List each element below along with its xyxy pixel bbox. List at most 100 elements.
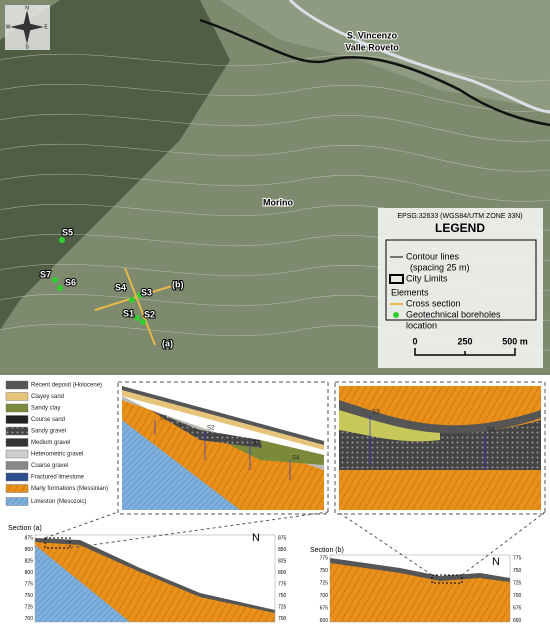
section-title: Section (a) <box>8 525 42 532</box>
scale-label: 500 m <box>502 336 528 346</box>
axis-label: 800 <box>25 570 34 576</box>
legend-heading: Elements <box>391 287 429 297</box>
legend-swatch <box>5 461 29 470</box>
legend-item: Fractured limestone <box>31 475 85 481</box>
axis-label: 650 <box>320 618 329 624</box>
legend-item: Contour lines <box>406 251 460 261</box>
axis-label: 825 <box>25 558 34 564</box>
axis-label: 725 <box>513 580 522 586</box>
legend-swatch <box>5 380 29 390</box>
legend-item: Marly formations (Messinian) <box>31 486 108 492</box>
scale-label: 250 <box>457 336 472 346</box>
borehole-label: S7 <box>40 269 51 279</box>
axis-label: 775 <box>320 555 329 561</box>
legend-swatch <box>5 484 29 493</box>
legend-swatch <box>5 449 29 459</box>
legend-item: Medium gravel <box>31 440 70 446</box>
borehole-label: S3 <box>141 287 152 297</box>
axis-label: 850 <box>25 547 34 553</box>
scale-label: 0 <box>412 336 417 346</box>
borehole-label: S2 <box>207 426 215 432</box>
forest <box>0 0 230 330</box>
zoom-b <box>334 381 546 515</box>
borehole-label: S2 <box>144 309 155 319</box>
axis-label: 800 <box>278 570 287 576</box>
legend-item: Cross section <box>406 298 461 308</box>
borehole-label: S3 <box>372 410 380 416</box>
legend-title: LEGEND <box>435 221 485 235</box>
axis-label: 875 <box>278 535 287 541</box>
legend-item: Geotechnical boreholes <box>406 309 501 319</box>
axis-label: 700 <box>25 616 34 622</box>
legend-item: Recent deposit (Holocene) <box>31 383 102 389</box>
section-label: (b) <box>172 279 184 289</box>
town-label: Morino <box>263 197 293 207</box>
legend-swatch <box>5 497 29 506</box>
axis-label: 700 <box>513 593 522 599</box>
borehole-label: S1 <box>160 416 168 422</box>
compass <box>10 10 44 44</box>
borehole-label: S4 <box>115 282 126 292</box>
legend-crs: EPSG:32633 (WGS84/UTM ZONE 33N) <box>397 213 522 220</box>
cross-sections <box>94 267 176 346</box>
north-label: N <box>492 556 500 568</box>
axis-label: 750 <box>320 568 329 574</box>
legend-item: (spacing 25 m) <box>410 262 470 272</box>
axis-label: 750 <box>25 593 34 599</box>
legend-swatch <box>393 312 399 318</box>
compass-w: W <box>6 24 11 30</box>
geology-legend: Recent deposit (Holocene) Clayey sand Sand… <box>5 380 108 506</box>
boreholes <box>52 237 146 325</box>
axis-label: 750 <box>513 568 522 574</box>
legend-item: Sandy clay <box>31 406 60 412</box>
axis-label: 675 <box>513 605 522 611</box>
legend-swatch <box>5 415 29 424</box>
axis-label: 825 <box>278 558 287 564</box>
axis-label: 850 <box>278 547 287 553</box>
axis-label: 775 <box>513 555 522 561</box>
compass-e: E <box>44 24 48 30</box>
generated-labels: S1 S2 S3 S4 S3 S4 875 850 825 800 775 750 725 700 875 8… <box>25 410 522 624</box>
legend-item: City Limits <box>406 273 448 283</box>
legend-item: Sandy gravel <box>31 429 66 435</box>
zoom-a <box>117 381 329 515</box>
legend-box <box>378 208 543 368</box>
legend-item: Limeston (Mesozoic) <box>31 499 86 505</box>
legend-swatch <box>5 438 29 447</box>
axis-label: 725 <box>320 580 329 586</box>
axis-label: 725 <box>278 604 287 610</box>
legend-swatch <box>5 392 29 401</box>
legend-swatch <box>5 472 29 482</box>
axis-label: 875 <box>25 535 34 541</box>
borehole-label: S3 <box>252 441 260 447</box>
town-label: Valle Roveto <box>345 42 399 52</box>
compass-s: S <box>25 44 29 50</box>
town-label: S. Vincenzo <box>347 30 398 40</box>
legend-item: Course sand <box>31 417 65 423</box>
legend-swatch <box>389 274 404 284</box>
legend-item: location <box>406 320 437 330</box>
compass-n: N <box>25 5 29 11</box>
borehole-label: S4 <box>487 428 495 434</box>
axis-label: 725 <box>25 604 34 610</box>
section-b <box>329 511 546 623</box>
borehole-label: S4 <box>292 456 300 462</box>
axis-label: 700 <box>320 593 329 599</box>
axis-label: 775 <box>278 581 287 587</box>
axis-label: 675 <box>320 605 329 611</box>
valley <box>220 0 550 110</box>
axis-label: 700 <box>278 616 287 622</box>
legend-frame <box>385 239 537 321</box>
legend-item: Clayey sand <box>31 394 64 400</box>
legend-swatch <box>5 403 29 413</box>
borehole-label: S6 <box>65 277 76 287</box>
legend-item: Coarse gravel <box>31 463 68 469</box>
borehole-label: S5 <box>62 227 73 237</box>
section-a <box>34 511 329 623</box>
legend-item: Heterometric gravel <box>31 452 83 458</box>
section-title: Section (b) <box>310 547 344 554</box>
borehole-label: S1 <box>123 308 134 318</box>
axis-label: 750 <box>278 593 287 599</box>
axis-label: 775 <box>25 581 34 587</box>
